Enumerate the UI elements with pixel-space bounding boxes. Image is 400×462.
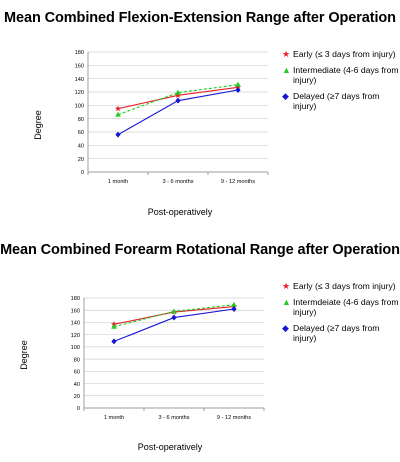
data-point-triangle [115, 111, 121, 117]
legend-item-intermediate: ▲ Intermediate (4-6 days from injury) [282, 65, 400, 86]
x-tick-label: 9 - 12 months [221, 179, 255, 185]
data-point-diamond [231, 306, 237, 312]
x-tick-label: 1 month [104, 415, 124, 421]
x-axis-label: Post-operatively [137, 442, 203, 452]
y-axis-label: Degree [19, 340, 29, 370]
diamond-icon: ◆ [282, 322, 289, 333]
chart-title: Mean Combined Flexion-Extension Range af… [4, 10, 396, 26]
legend: ★ Early (≤ 3 days from injury) ▲ Intermd… [282, 281, 400, 349]
series-line [113, 308, 235, 342]
legend-item-early: ★ Early (≤ 3 days from injury) [282, 281, 400, 292]
y-tick-label: 160 [71, 308, 80, 314]
y-tick-label: 20 [74, 394, 80, 400]
star-icon: ★ [282, 49, 291, 59]
flexion-extension-plot: 0 20 40 60 80 100 120 140 160 180 1 month 3 - 6 mon… [75, 50, 269, 185]
data-point-star [114, 105, 122, 112]
y-tick-label: 40 [78, 144, 84, 150]
star-icon: ★ [282, 281, 291, 291]
y-tick-label: 120 [75, 90, 84, 96]
y-tick-label: 60 [74, 370, 80, 376]
y-tick-label: 160 [75, 64, 84, 70]
legend-label: Intermdeiate (4-6 days from injury) [293, 296, 399, 318]
legend-item-early: ★ Early (≤ 3 days from injury) [282, 49, 400, 60]
y-tick-label: 140 [71, 321, 80, 327]
data-point-triangle [171, 308, 177, 314]
legend-item-delayed: ◆ Delayed (≥7 days from injury) [282, 323, 400, 344]
chart-panel-flexion-extension: Mean Combined Flexion-Extension Range af… [4, 10, 400, 217]
y-tick-label: 180 [75, 50, 84, 56]
forearm-rotational-plot: 0 20 40 60 80 100 120 140 160 180 1 month 3 - 6 mon… [71, 296, 265, 421]
x-axis-label: Post-operatively [147, 207, 213, 217]
data-point-star [174, 92, 182, 98]
y-tick-label: 40 [74, 382, 80, 388]
data-point-diamond [235, 87, 241, 93]
y-tick-label: 0 [77, 406, 80, 412]
x-tick-label: 1 month [108, 179, 128, 185]
triangle-icon: ▲ [282, 64, 291, 75]
y-tick-label: 120 [71, 333, 80, 339]
y-tick-label: 180 [71, 296, 80, 302]
y-tick-label: 60 [78, 130, 84, 136]
data-point-triangle [111, 323, 117, 329]
chart-panel-forearm-rotational: Mean Combined Forearm Rotational Range a… [0, 236, 400, 462]
legend-label: Intermediate (4-6 days from injury) [293, 64, 399, 86]
y-axis-label: Degree [33, 110, 43, 140]
y-tick-label: 80 [78, 117, 84, 123]
y-tick-label: 80 [74, 357, 80, 363]
data-point-triangle [231, 301, 237, 307]
y-tick-label: 20 [78, 157, 84, 163]
y-tick-label: 140 [75, 77, 84, 83]
legend-label: Delayed (≥7 days from injury) [293, 90, 380, 112]
data-point-diamond [171, 314, 177, 321]
data-point-triangle [175, 89, 181, 95]
x-tick-label: 3 - 6 months [162, 179, 193, 185]
data-point-triangle [235, 81, 241, 87]
legend-item-delayed: ◆ Delayed (≥7 days from injury) [282, 91, 400, 112]
y-tick-label: 100 [71, 345, 80, 351]
x-tick-label: 9 - 12 months [217, 415, 251, 421]
y-tick-label: 100 [75, 104, 84, 110]
y-tick-label: 0 [81, 170, 84, 176]
x-tick-label: 3 - 6 months [158, 415, 189, 421]
series-line [117, 84, 239, 116]
data-point-diamond [175, 97, 181, 104]
legend-label: Early (≤ 3 days from injury) [293, 49, 396, 59]
data-point-diamond [115, 131, 121, 138]
legend-label: Delayed (≥7 days from injury) [293, 322, 380, 344]
triangle-icon: ▲ [282, 296, 291, 307]
legend: ★ Early (≤ 3 days from injury) ▲ Interme… [282, 49, 400, 117]
legend-item-intermediate: ▲ Intermdeiate (4-6 days from injury) [282, 297, 400, 318]
chart-title: Mean Combined Forearm Rotational Range a… [0, 242, 400, 258]
diamond-icon: ◆ [282, 90, 289, 101]
data-point-diamond [111, 338, 117, 345]
legend-label: Early (≤ 3 days from injury) [293, 281, 396, 291]
